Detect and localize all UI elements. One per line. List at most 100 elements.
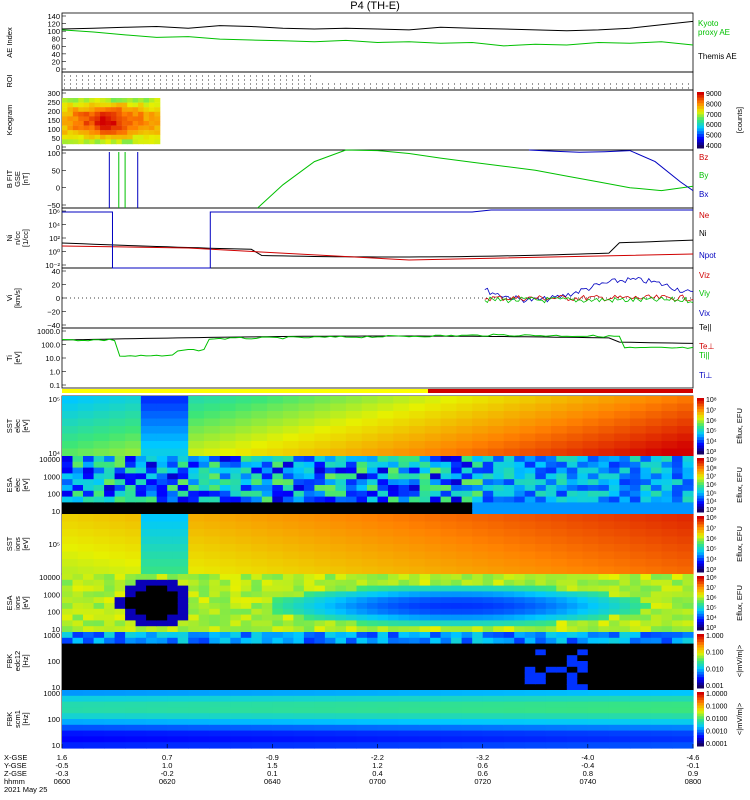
- esa-elec-cell: [324, 467, 336, 474]
- sst-ions-cell: [93, 544, 110, 553]
- esa-elec-cell: [503, 479, 515, 486]
- esa-elec-cell: [672, 461, 684, 469]
- keogram-cell: [132, 139, 139, 145]
- esa-ions-cell: [535, 603, 547, 610]
- fbk-edc-cell: [587, 678, 599, 685]
- keogram-cell: [154, 130, 161, 135]
- esa-ions-cell: [303, 603, 315, 610]
- fbk-edc-cell: [482, 672, 494, 679]
- keogram-cell: [62, 116, 68, 122]
- sst-ions-cell: [503, 544, 521, 553]
- keogram-cell: [116, 102, 123, 108]
- esa-ions-cell: [230, 585, 242, 592]
- y-tick-label: 100: [47, 27, 60, 36]
- fbk-scm-cell: [104, 695, 126, 703]
- fbk-edc-cell: [545, 637, 557, 645]
- esa-elec-cell: [62, 479, 74, 486]
- fbk-scm-cell: [482, 736, 505, 743]
- sst-elec-cell: [251, 441, 268, 450]
- fbk-edc-cell: [629, 684, 641, 691]
- fbk-edc-cell: [619, 666, 631, 674]
- fbk-scm-cell: [545, 736, 568, 743]
- fbk-edc-cell: [661, 684, 673, 691]
- esa-elec-cell: [93, 467, 105, 474]
- colorbar-swatch: [697, 521, 704, 525]
- sst-ions-cell: [267, 536, 284, 545]
- sst-ions-cell: [282, 559, 300, 568]
- colorbar-tick-label: 10⁶: [706, 595, 717, 602]
- colorbar-swatch: [697, 524, 704, 528]
- fbk-scm-cell: [251, 724, 273, 732]
- y-tick-label: 40: [52, 50, 60, 59]
- colorbar-swatch: [697, 702, 704, 706]
- esa-ions-cell: [188, 620, 200, 627]
- esa-elec-cell: [93, 496, 105, 503]
- fbk-edc-cell: [451, 632, 463, 639]
- esa-ions-cell: [672, 608, 684, 616]
- keogram-cell: [138, 107, 145, 112]
- fbk-edc-cell: [219, 632, 231, 639]
- esa-elec-cell: [104, 496, 116, 503]
- sst-ions-cell: [645, 544, 663, 553]
- colorbar-swatch: [697, 503, 704, 508]
- esa-ions-cell: [577, 603, 589, 610]
- sst-elec-cell: [345, 441, 363, 450]
- fbk-edc-cell: [514, 672, 526, 679]
- esa-elec-cell: [219, 456, 231, 463]
- esa-elec-cell: [335, 473, 347, 480]
- esa-elec-cell: [587, 456, 599, 463]
- esa-elec-cell: [430, 508, 442, 515]
- sst-ions-cell: [535, 544, 552, 553]
- fbk-edc-cell: [209, 666, 221, 674]
- keogram-cell: [67, 107, 74, 112]
- esa-ions-cell: [440, 585, 452, 592]
- fbk-edc-cell: [324, 655, 336, 662]
- colorbar-swatch: [697, 414, 704, 419]
- esa-elec-cell: [219, 479, 231, 486]
- sst-ions-cell: [645, 536, 663, 545]
- esa-ions-cell: [598, 603, 610, 610]
- fbk-edc-cell: [619, 649, 631, 656]
- sst-elec-cell: [235, 426, 252, 435]
- sst-elec-cell: [330, 448, 347, 457]
- esa-ions-cell: [388, 591, 400, 598]
- esa-elec-cell: [72, 485, 84, 492]
- colorbar-swatch: [697, 516, 704, 520]
- fbk-edc-cell: [240, 637, 252, 645]
- fbk-edc-cell: [135, 666, 147, 674]
- fbk-scm-cell: [566, 707, 589, 714]
- esa-elec-cell: [661, 485, 673, 492]
- sst-ions-cell: [77, 529, 95, 538]
- esa-elec-cell: [314, 479, 326, 486]
- sst-ions-cell: [140, 566, 158, 575]
- sst-elec-cell: [377, 403, 394, 412]
- sst-ions-cell: [503, 536, 521, 545]
- esa-elec-cell: [114, 461, 126, 469]
- fbk-edc-cell: [324, 678, 336, 685]
- fbk-scm-cell: [672, 736, 694, 743]
- sst-ions-cell: [424, 551, 442, 560]
- sst-ions-cell: [282, 544, 300, 553]
- fbk-scm-cell: [503, 724, 526, 732]
- esa-ions-cell: [72, 626, 84, 633]
- legend-entry: Viz: [699, 271, 710, 280]
- esa-elec-cell: [377, 461, 389, 469]
- fbk-edc-cell: [440, 672, 452, 679]
- keogram-cell: [132, 134, 139, 140]
- sst-elec-cell: [188, 426, 205, 435]
- fbk-edc-cell: [388, 666, 400, 674]
- sst-elec-cell: [582, 396, 599, 405]
- fbk-edc-cell: [62, 666, 74, 674]
- sst-elec-cell: [204, 448, 221, 457]
- fbk-edc-cell: [640, 637, 652, 645]
- fbk-edc-cell: [672, 678, 684, 685]
- colorbar-tick-label: 10⁴: [706, 615, 717, 622]
- fbk-scm-cell: [545, 690, 568, 697]
- esa-ions-cell: [219, 574, 231, 581]
- keogram-cell: [127, 130, 134, 135]
- esa-elec-cell: [209, 496, 221, 503]
- esa-elec-cell: [556, 490, 568, 498]
- fbk-edc-cell: [493, 649, 505, 656]
- fbk-edc-cell: [272, 672, 284, 679]
